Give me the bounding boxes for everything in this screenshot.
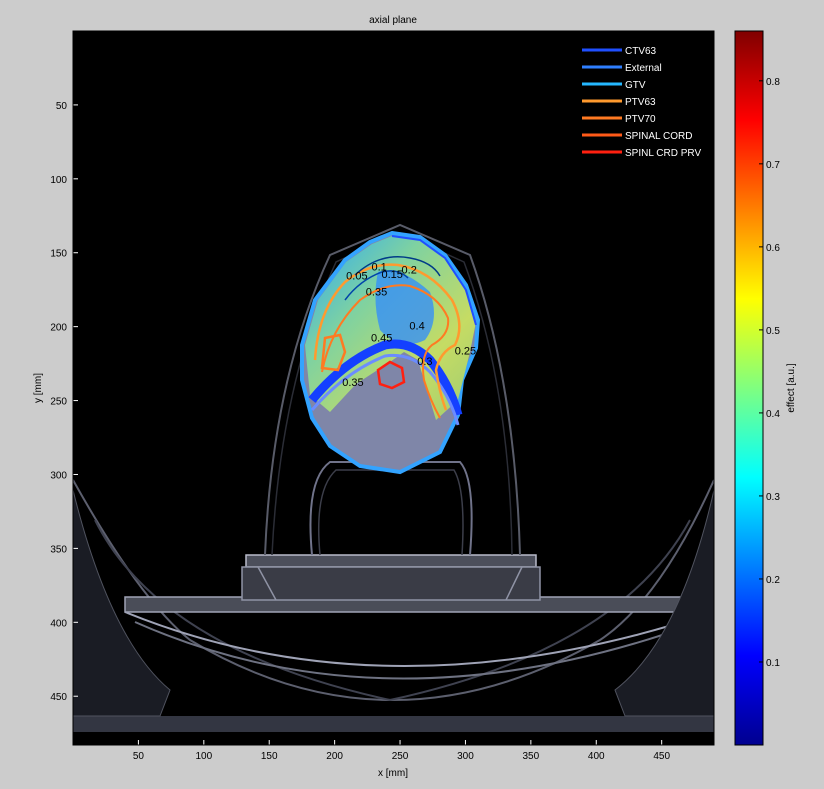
legend-entry: External [625, 63, 662, 74]
y-axis-ticks: 50 100 150 200 250 300 350 400 450 [50, 101, 78, 703]
couch-left [73, 489, 171, 717]
colorbar-ticks: 0.1 0.2 0.3 0.4 0.5 0.6 0.7 0.8 [759, 77, 780, 669]
colorbar-tick-label: 0.3 [766, 492, 780, 503]
contour-label: 0.35 [366, 287, 387, 299]
legend-entry: PTV70 [625, 114, 656, 125]
colorbar-tick-label: 0.8 [766, 77, 780, 88]
y-tick-label: 150 [50, 249, 67, 260]
mask-chin [309, 461, 473, 556]
x-axis-label: x [mm] [378, 768, 408, 779]
colorbar-tick-label: 0.6 [766, 243, 780, 254]
x-tick-label: 350 [523, 751, 540, 762]
legend-entry: GTV [625, 80, 646, 91]
couch-right [614, 489, 714, 717]
contour-label: 0.2 [402, 264, 417, 276]
ctv-contour [391, 235, 477, 326]
y-tick-label: 350 [50, 544, 67, 555]
y-tick-label: 300 [50, 470, 67, 481]
colorbar-tick-label: 0.5 [766, 326, 780, 337]
gtv-left [320, 333, 347, 372]
colorbar-tick-label: 0.4 [766, 409, 780, 420]
contour-label: 0.45 [371, 332, 392, 344]
x-tick-label: 50 [133, 751, 145, 762]
chart-title: axial plane [369, 15, 417, 26]
axes-frame [72, 30, 715, 746]
x-tick-label: 100 [195, 751, 212, 762]
spinal-cord [376, 360, 406, 390]
contour-label: 0.4 [409, 321, 424, 333]
colorbar-tick-label: 0.2 [766, 575, 780, 586]
x-tick-label: 200 [326, 751, 343, 762]
head-support-body [241, 566, 541, 601]
y-tick-label: 200 [50, 323, 67, 334]
dose-region [300, 230, 481, 475]
contour-label: 0.35 [342, 377, 363, 389]
y-tick-label: 100 [50, 175, 67, 186]
contour-label: 0.05 [346, 270, 367, 282]
spinal-band-edge [310, 353, 460, 426]
ptv-contour [313, 263, 461, 411]
legend-entry: PTV63 [625, 97, 656, 108]
couch-arc-inner [94, 519, 691, 702]
x-axis-ticks: 50 100 150 200 250 300 350 400 450 [133, 740, 670, 762]
contour-labels: 0.05 0.10.150.2 0.35 0.4 0.45 0.3 0.25 0.35 [342, 261, 476, 388]
x-tick-label: 400 [588, 751, 605, 762]
contour-label: 0.25 [455, 346, 476, 358]
x-tick-label: 300 [457, 751, 474, 762]
y-tick-label: 250 [50, 397, 67, 408]
legend: CTV63 External GTV PTV63 PTV70 SPINAL CORD SPI… [582, 46, 701, 159]
couch-base [73, 716, 714, 732]
colorbar-label: effect [a.u.] [786, 363, 797, 413]
y-tick-label: 400 [50, 618, 67, 629]
colorbar-tick-label: 0.1 [766, 658, 780, 669]
contour-label: 0.3 [417, 356, 432, 368]
isodose-line-2 [354, 256, 441, 277]
legend-entry: CTV63 [625, 46, 657, 57]
legend-entry: SPINL CRD PRV [625, 148, 701, 159]
spinal-band [308, 339, 463, 417]
isodose-line [344, 270, 409, 301]
x-tick-label: 250 [392, 751, 409, 762]
contour-label: 0.1 [371, 261, 386, 273]
couch-curve-2 [134, 621, 701, 680]
y-axis-label: y [mm] [33, 373, 44, 403]
colorbar-tick-label: 0.7 [766, 160, 780, 171]
y-tick-label: 50 [56, 101, 68, 112]
contour-label: 0.15 [381, 269, 402, 281]
mask-outline [264, 223, 521, 556]
x-tick-label: 450 [653, 751, 670, 762]
ptv-contour-2 [321, 284, 450, 419]
couch-curve [124, 611, 714, 667]
y-tick-label: 450 [50, 692, 67, 703]
head-support-bevel [257, 566, 523, 601]
head-support-top [245, 554, 537, 568]
colorbar [734, 30, 764, 746]
legend-entry: SPINAL CORD [625, 131, 692, 142]
x-tick-label: 150 [261, 751, 278, 762]
